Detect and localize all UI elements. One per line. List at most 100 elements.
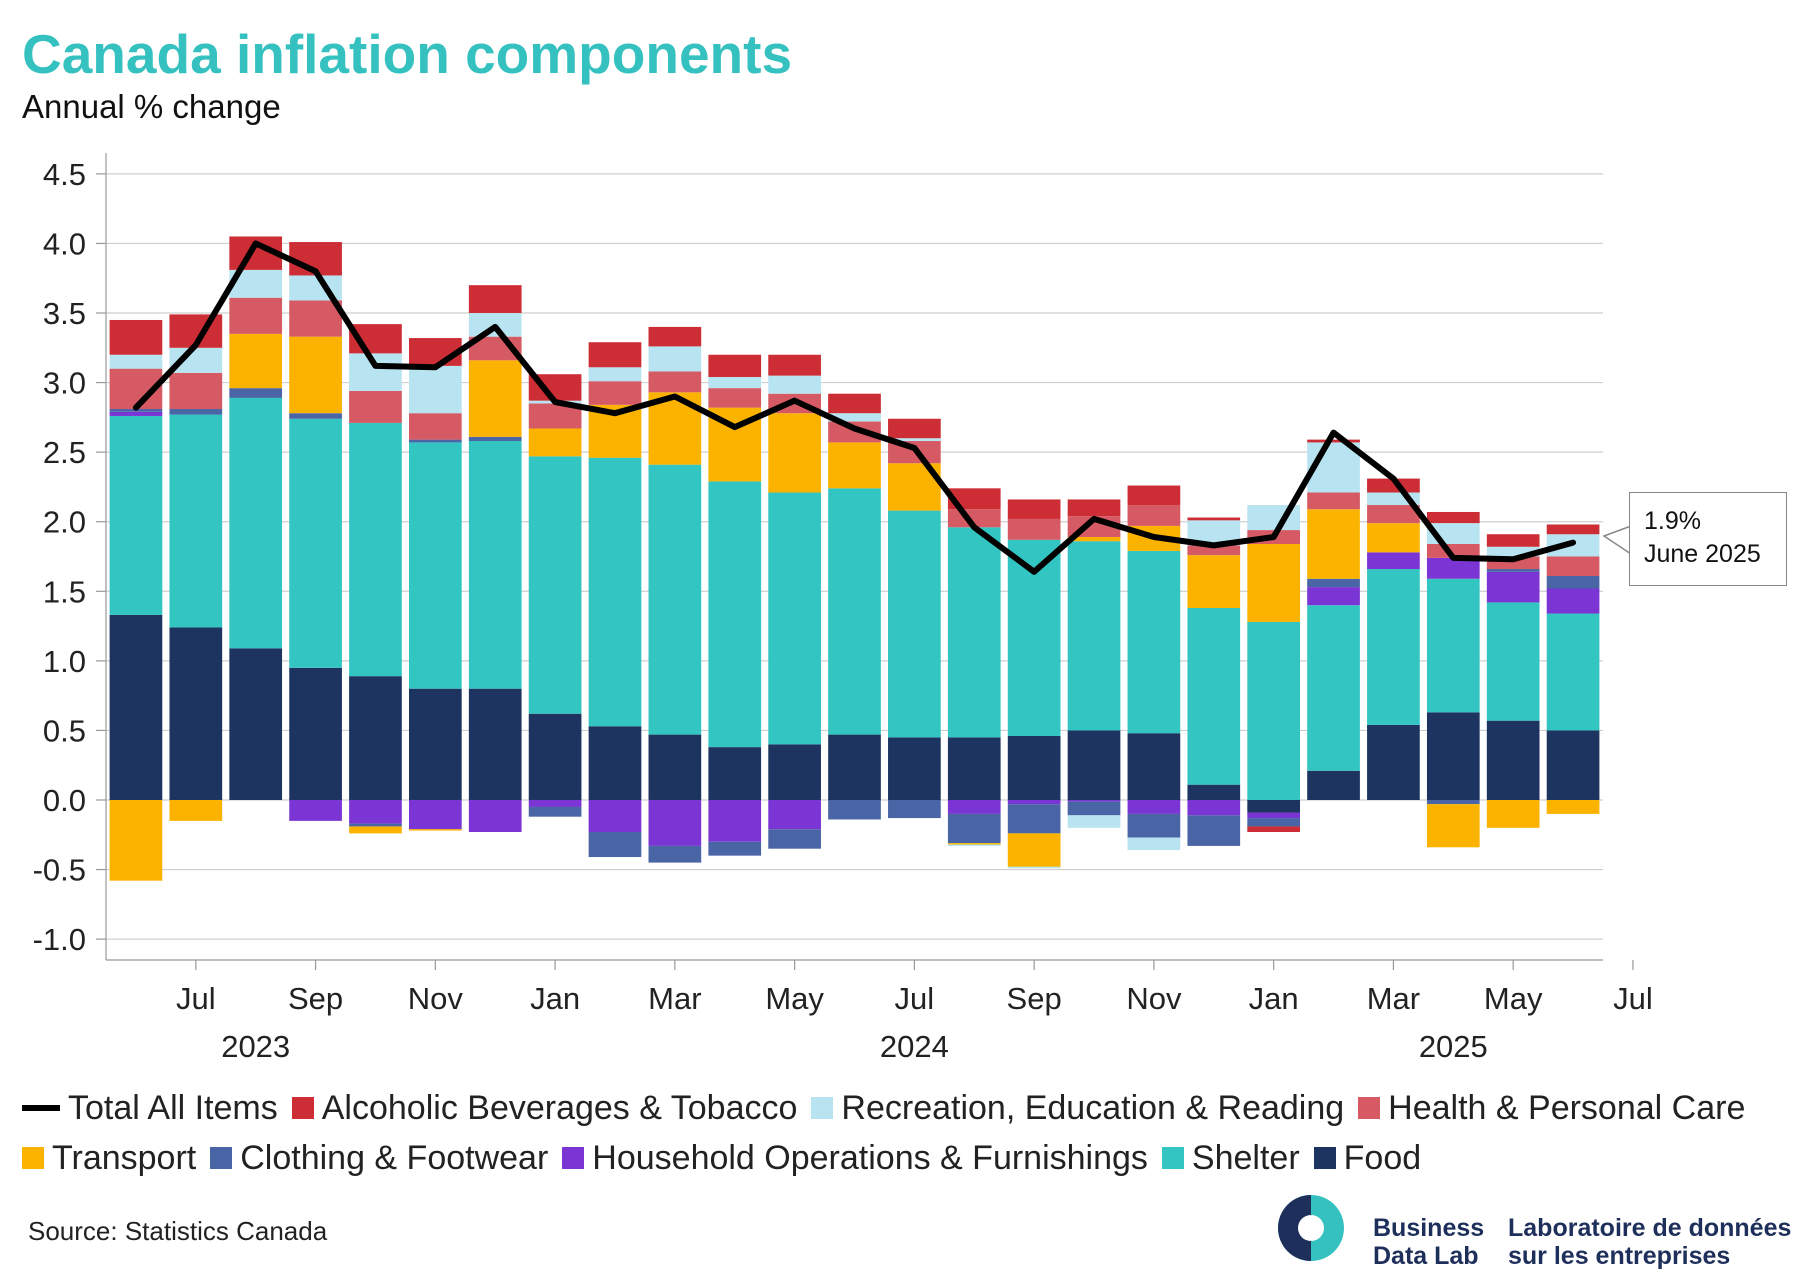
bar-segment bbox=[1127, 813, 1181, 838]
bar-segment bbox=[1486, 571, 1540, 603]
bar-segment bbox=[289, 413, 342, 419]
business-data-lab-logo-icon bbox=[1278, 1195, 1344, 1261]
bar-segment bbox=[1307, 509, 1360, 579]
x-tick-label: Jul bbox=[176, 981, 216, 1016]
chart-subtitle: Annual % change bbox=[22, 88, 281, 125]
legend-item: Food bbox=[1313, 1139, 1421, 1178]
bar-segment bbox=[1067, 537, 1121, 542]
bar-segment bbox=[1426, 511, 1480, 524]
bar-segment bbox=[109, 411, 163, 416]
bar-segment bbox=[1187, 517, 1241, 521]
y-tick-label: 4.0 bbox=[43, 226, 86, 261]
bar-segment bbox=[888, 799, 941, 819]
y-tick-label: 1.0 bbox=[43, 644, 86, 679]
bar-segment bbox=[1426, 557, 1480, 579]
bar-segment bbox=[1546, 799, 1600, 814]
bar-segment bbox=[768, 354, 821, 376]
bar-segment bbox=[1307, 587, 1360, 606]
bar-segment bbox=[289, 667, 342, 800]
bar-segment bbox=[109, 614, 163, 800]
legend-label: Recreation, Education & Reading bbox=[841, 1088, 1345, 1127]
year-label: 2023 bbox=[221, 1029, 290, 1064]
bar-segment bbox=[1067, 815, 1121, 828]
bar-segment bbox=[1367, 478, 1420, 493]
bar-segment bbox=[888, 510, 941, 738]
legend-swatch bbox=[22, 1105, 60, 1111]
y-tick-label: 0.0 bbox=[43, 783, 86, 818]
bar-segment bbox=[1546, 556, 1600, 576]
stacked-bar-chart: 4.5 4.0 3.5 3.0 2.5 2.0 1.5 1.0 0.5 0.0 -0.5 -1.0 Ju… bbox=[33, 153, 1653, 1064]
bar-segment bbox=[708, 377, 762, 389]
bar-segment bbox=[1007, 804, 1061, 834]
bar-segment bbox=[289, 300, 342, 337]
x-tick-label: Sep bbox=[1007, 981, 1062, 1016]
bar-segment bbox=[1486, 546, 1540, 557]
bar-segment bbox=[1307, 770, 1360, 800]
bar-segment bbox=[708, 388, 762, 408]
bar-segment bbox=[888, 438, 941, 442]
bar-segment bbox=[468, 436, 522, 442]
x-tick-label: Mar bbox=[648, 981, 701, 1016]
legend-label: Clothing & Footwear bbox=[240, 1138, 549, 1177]
bar-segment bbox=[528, 806, 582, 817]
bar-segment bbox=[229, 397, 283, 649]
logo-text-fr: Laboratoire de données sur les entreprise… bbox=[1508, 1214, 1792, 1270]
bar-segment bbox=[1367, 569, 1420, 725]
bar-segment bbox=[1007, 833, 1061, 867]
legend-item: Clothing & Footwear bbox=[210, 1139, 548, 1178]
bar-segment bbox=[169, 409, 223, 415]
bar-segment bbox=[169, 372, 223, 410]
bar-segment bbox=[947, 844, 1001, 846]
bar-segment bbox=[169, 799, 223, 821]
bar-segment bbox=[828, 734, 881, 800]
bar-segment bbox=[1007, 799, 1061, 805]
bar-segment bbox=[468, 441, 522, 689]
bar-segment bbox=[1067, 541, 1121, 731]
bar-segment bbox=[528, 428, 582, 457]
bar-segment bbox=[828, 488, 881, 735]
bar-segment bbox=[408, 442, 462, 689]
x-tick-label: Jan bbox=[530, 981, 580, 1016]
logo-text-en: Business Data Lab bbox=[1373, 1214, 1485, 1270]
bar-segment bbox=[947, 527, 1001, 738]
bar-segment bbox=[1127, 733, 1181, 800]
y-tick-label: -1.0 bbox=[33, 922, 86, 957]
year-label: 2024 bbox=[880, 1029, 949, 1064]
bar-segment bbox=[468, 688, 522, 800]
bar-segment bbox=[1187, 545, 1241, 556]
bar-segment bbox=[408, 439, 462, 443]
legend-label: Shelter bbox=[1191, 1138, 1300, 1177]
bar-segment bbox=[1307, 605, 1360, 771]
callout-value: 1.9% bbox=[1644, 507, 1701, 535]
legend-item: Health & Personal Care bbox=[1358, 1089, 1745, 1128]
bar-segment bbox=[1127, 799, 1181, 814]
bar-segment bbox=[528, 799, 582, 807]
bar-segment bbox=[229, 388, 283, 398]
bar-segment bbox=[648, 326, 702, 347]
bar-segment bbox=[1247, 621, 1301, 800]
legend-label: Health & Personal Care bbox=[1388, 1088, 1746, 1127]
bar-segment bbox=[708, 354, 762, 378]
year-label: 2025 bbox=[1419, 1029, 1488, 1064]
x-tick-label: Mar bbox=[1367, 981, 1420, 1016]
legend-item: Alcoholic Beverages & Tobacco bbox=[291, 1089, 797, 1128]
bar-segment bbox=[588, 726, 642, 800]
legend-swatch bbox=[1313, 1147, 1336, 1169]
bar-segment bbox=[1307, 492, 1360, 510]
bar-segment bbox=[169, 414, 223, 628]
bar-segment bbox=[408, 688, 462, 800]
x-tick-label: Nov bbox=[408, 981, 464, 1016]
bar-segment bbox=[408, 799, 462, 830]
bar-segment bbox=[1486, 534, 1540, 547]
y-tick-label: 3.0 bbox=[43, 366, 86, 401]
bar-segment bbox=[408, 413, 462, 440]
bar-segment bbox=[1067, 730, 1121, 800]
bar-segment bbox=[828, 421, 881, 443]
bar-segment bbox=[528, 713, 582, 800]
legend-label: Household Operations & Furnishings bbox=[592, 1138, 1148, 1177]
bar-segment bbox=[1486, 720, 1540, 800]
legend-item: Transport bbox=[22, 1139, 196, 1178]
bar-segment bbox=[1546, 613, 1600, 731]
bar-segment bbox=[947, 488, 1001, 510]
bar-segment bbox=[468, 799, 522, 832]
